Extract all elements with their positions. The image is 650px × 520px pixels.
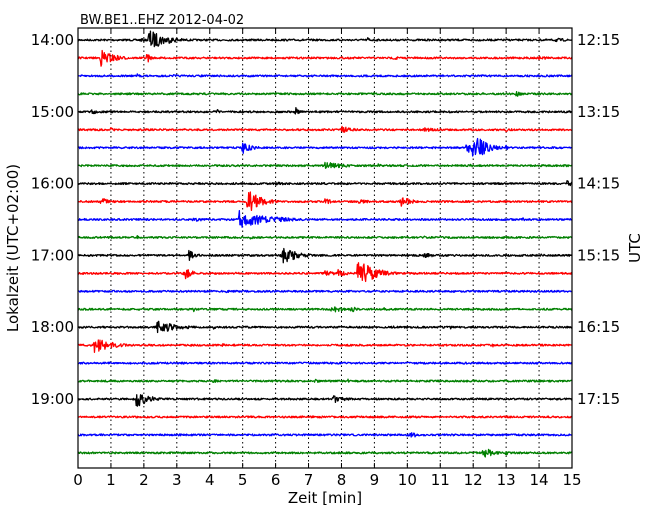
local-time-label: 17:00 xyxy=(31,246,74,264)
trace-row xyxy=(77,30,573,48)
trace-row xyxy=(77,91,573,97)
plot-frame xyxy=(77,27,573,469)
trace-row xyxy=(77,235,573,240)
x-tick-label: 2 xyxy=(139,471,149,489)
trace-row xyxy=(77,289,573,294)
x-axis-title: Zeit [min] xyxy=(288,489,362,507)
x-tick-label: 9 xyxy=(370,471,380,489)
x-tick-label: 13 xyxy=(497,471,516,489)
trace-row xyxy=(77,306,573,313)
vertical-grid xyxy=(110,28,540,468)
trace-row xyxy=(77,180,573,187)
trace-row xyxy=(77,361,573,365)
local-time-label: 15:00 xyxy=(31,103,74,121)
x-tick-label: 8 xyxy=(337,471,347,489)
x-tick-label: 12 xyxy=(464,471,483,489)
trace-row xyxy=(77,378,573,384)
trace-row xyxy=(77,107,573,115)
x-tick-label: 14 xyxy=(530,471,549,489)
trace-row xyxy=(77,415,573,419)
utc-time-label: 12:15 xyxy=(577,31,620,49)
utc-time-label: 14:15 xyxy=(577,175,620,193)
trace-row xyxy=(77,432,573,438)
local-time-label: 14:00 xyxy=(31,31,74,49)
trace-row xyxy=(77,339,573,353)
trace-row xyxy=(77,49,573,67)
trace-row xyxy=(77,125,573,133)
trace-row xyxy=(77,448,573,458)
x-tick-label: 15 xyxy=(562,471,581,489)
trace-row xyxy=(77,209,573,228)
local-time-label: 16:00 xyxy=(31,175,74,193)
utc-time-label: 16:15 xyxy=(577,318,620,336)
trace-row xyxy=(77,137,573,157)
x-tick-label: 3 xyxy=(172,471,182,489)
x-tick-label: 5 xyxy=(238,471,248,489)
trace-row xyxy=(77,320,573,334)
local-time-label: 19:00 xyxy=(31,390,74,408)
trace-row xyxy=(77,247,573,264)
trace-row xyxy=(77,394,573,407)
x-tick-label: 4 xyxy=(205,471,215,489)
right-axis-title: UTC xyxy=(626,233,644,263)
x-axis: 0 1 2 3 4 5 6 7 8 9 10 11 12 13 14 15 xyxy=(73,28,582,489)
x-tick-label: 10 xyxy=(398,471,417,489)
right-time-axis: 12:15 13:15 14:15 15:15 16:15 17:15 xyxy=(567,31,620,408)
trace-row xyxy=(77,161,573,169)
left-axis-title: Lokalzeit (UTC+02:00) xyxy=(4,164,22,332)
trace-row xyxy=(77,262,573,283)
trace-row xyxy=(77,191,573,212)
utc-time-label: 13:15 xyxy=(577,103,620,121)
trace-lines xyxy=(77,30,573,458)
trace-row xyxy=(77,73,573,78)
left-time-axis: 14:00 15:00 16:00 17:00 18:00 19:00 xyxy=(31,31,83,408)
utc-time-label: 15:15 xyxy=(577,246,620,264)
x-tick-label: 11 xyxy=(431,471,450,489)
chart-title: BW.BE1..EHZ 2012-04-02 xyxy=(80,13,244,28)
x-tick-label: 1 xyxy=(106,471,116,489)
x-tick-label: 7 xyxy=(304,471,314,489)
x-tick-label: 6 xyxy=(271,471,281,489)
utc-time-label: 17:15 xyxy=(577,390,620,408)
x-tick-label: 0 xyxy=(73,471,83,489)
local-time-label: 18:00 xyxy=(31,318,74,336)
